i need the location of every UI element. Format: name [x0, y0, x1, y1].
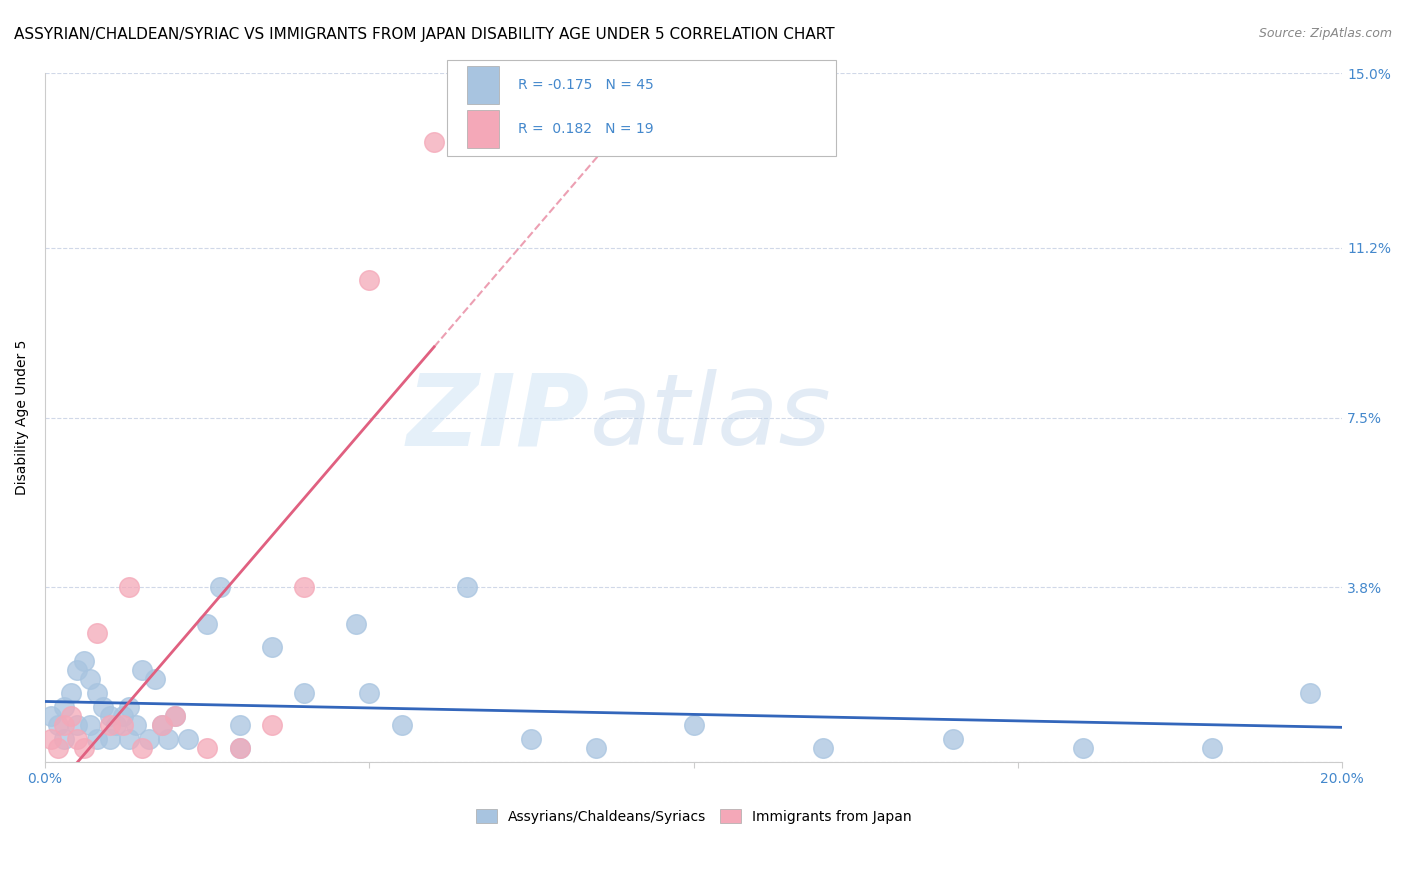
Y-axis label: Disability Age Under 5: Disability Age Under 5 [15, 340, 30, 495]
Point [86, 626, 108, 640]
Point [98, 731, 121, 746]
Point [1299, 686, 1322, 700]
Point [195, 741, 218, 756]
Point [53, 699, 76, 714]
Point [359, 273, 381, 287]
Point [53, 718, 76, 732]
Point [359, 686, 381, 700]
Point [423, 135, 446, 149]
Point [98, 718, 121, 732]
Point [86, 731, 108, 746]
Point [93, 699, 115, 714]
Point [111, 709, 134, 723]
Point [391, 718, 413, 732]
Point [98, 709, 121, 723]
Point [66, 731, 89, 746]
Point [1071, 741, 1094, 756]
Point [86, 686, 108, 700]
Point [150, 718, 173, 732]
Point [176, 731, 198, 746]
Point [131, 741, 153, 756]
Point [294, 580, 316, 594]
Point [66, 718, 89, 732]
Point [585, 741, 607, 756]
Text: Source: ZipAtlas.com: Source: ZipAtlas.com [1258, 27, 1392, 40]
Point [260, 718, 283, 732]
Point [46, 718, 69, 732]
Point [209, 580, 232, 594]
Point [195, 617, 218, 632]
Point [163, 709, 186, 723]
Point [138, 731, 160, 746]
Point [41, 709, 63, 723]
Point [150, 718, 173, 732]
Point [41, 731, 63, 746]
Point [79, 718, 101, 732]
Point [59, 686, 82, 700]
Point [294, 686, 316, 700]
Point [118, 699, 141, 714]
Point [260, 640, 283, 654]
Point [73, 741, 96, 756]
Text: ZIP: ZIP [406, 369, 589, 466]
Legend: Assyrians/Chaldeans/Syriacs, Immigrants from Japan: Assyrians/Chaldeans/Syriacs, Immigrants … [475, 809, 911, 823]
Point [118, 731, 141, 746]
Point [79, 672, 101, 686]
Point [118, 580, 141, 594]
Point [1201, 741, 1223, 756]
Text: ASSYRIAN/CHALDEAN/SYRIAC VS IMMIGRANTS FROM JAPAN DISABILITY AGE UNDER 5 CORRELA: ASSYRIAN/CHALDEAN/SYRIAC VS IMMIGRANTS F… [14, 27, 835, 42]
Point [520, 731, 543, 746]
Text: R =  0.182   N = 19: R = 0.182 N = 19 [519, 121, 654, 136]
Point [143, 672, 166, 686]
Point [456, 580, 478, 594]
Point [228, 718, 250, 732]
Point [344, 617, 367, 632]
Point [228, 741, 250, 756]
Point [111, 718, 134, 732]
Point [163, 709, 186, 723]
Point [942, 731, 965, 746]
Point [131, 663, 153, 677]
Bar [467, 110, 499, 148]
Point [59, 709, 82, 723]
Point [813, 741, 835, 756]
Point [53, 731, 76, 746]
Point [66, 663, 89, 677]
Point [228, 741, 250, 756]
Point [73, 654, 96, 668]
Bar [467, 66, 499, 104]
Text: R = -0.175   N = 45: R = -0.175 N = 45 [519, 78, 654, 93]
Point [125, 718, 148, 732]
Text: atlas: atlas [589, 369, 831, 466]
Point [105, 718, 128, 732]
Point [157, 731, 180, 746]
Point [682, 718, 704, 732]
Point [46, 741, 69, 756]
